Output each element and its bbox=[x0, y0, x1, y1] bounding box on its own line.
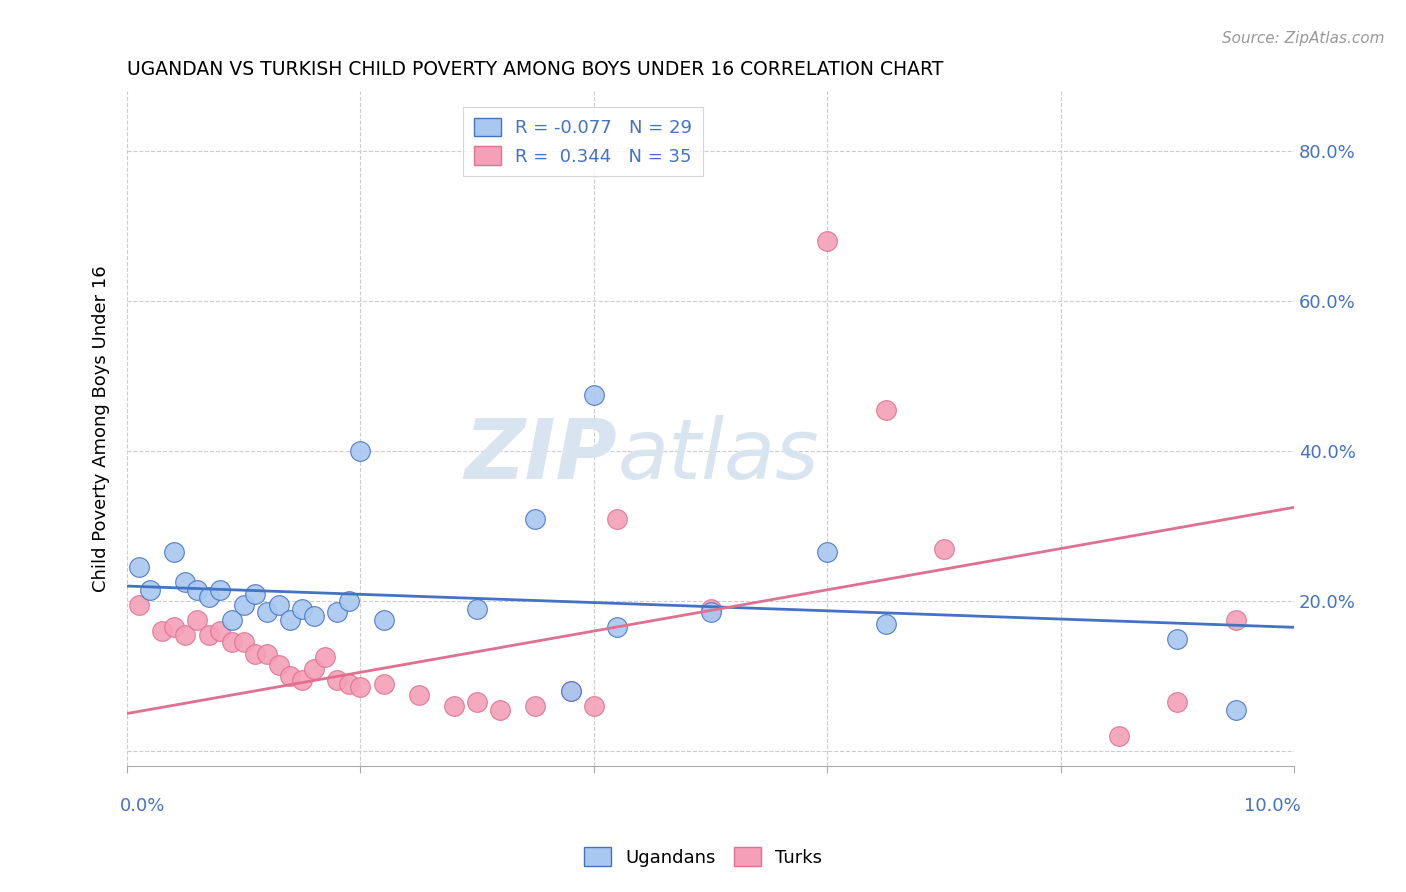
Text: 10.0%: 10.0% bbox=[1244, 797, 1301, 814]
Point bbox=[128, 598, 150, 612]
Point bbox=[280, 669, 302, 683]
Point bbox=[197, 591, 219, 605]
Point bbox=[245, 586, 267, 600]
Point bbox=[232, 598, 254, 612]
Point bbox=[221, 635, 243, 649]
Point bbox=[1108, 729, 1130, 743]
Point bbox=[465, 601, 488, 615]
Point bbox=[337, 676, 360, 690]
Point bbox=[1166, 632, 1188, 646]
Point bbox=[560, 684, 582, 698]
Point bbox=[606, 511, 628, 525]
Point bbox=[699, 605, 721, 619]
Point bbox=[699, 601, 721, 615]
Point bbox=[150, 624, 173, 638]
Legend: R = -0.077   N = 29, R =  0.344   N = 35: R = -0.077 N = 29, R = 0.344 N = 35 bbox=[463, 107, 703, 177]
Point bbox=[337, 594, 360, 608]
Point bbox=[232, 635, 254, 649]
Point bbox=[373, 613, 395, 627]
Point bbox=[174, 575, 197, 590]
Point bbox=[139, 582, 162, 597]
Text: Source: ZipAtlas.com: Source: ZipAtlas.com bbox=[1222, 31, 1385, 46]
Point bbox=[1225, 613, 1247, 627]
Point bbox=[186, 613, 208, 627]
Point bbox=[489, 703, 512, 717]
Point bbox=[932, 541, 955, 556]
Point bbox=[443, 699, 465, 714]
Point bbox=[209, 582, 232, 597]
Point bbox=[326, 605, 349, 619]
Point bbox=[524, 511, 547, 525]
Point bbox=[875, 403, 897, 417]
Point bbox=[582, 699, 605, 714]
Text: UGANDAN VS TURKISH CHILD POVERTY AMONG BOYS UNDER 16 CORRELATION CHART: UGANDAN VS TURKISH CHILD POVERTY AMONG B… bbox=[127, 60, 943, 78]
Point bbox=[560, 684, 582, 698]
Point bbox=[209, 624, 232, 638]
Point bbox=[815, 234, 838, 248]
Point bbox=[128, 560, 150, 574]
Point bbox=[349, 444, 371, 458]
Point bbox=[1166, 695, 1188, 709]
Point bbox=[465, 695, 488, 709]
Point bbox=[291, 673, 314, 687]
Point bbox=[267, 598, 290, 612]
Point bbox=[197, 628, 219, 642]
Point bbox=[174, 628, 197, 642]
Point bbox=[302, 609, 325, 624]
Point bbox=[245, 647, 267, 661]
Point bbox=[349, 680, 371, 694]
Text: ZIP: ZIP bbox=[464, 415, 617, 496]
Point bbox=[326, 673, 349, 687]
Point bbox=[875, 616, 897, 631]
Point bbox=[267, 657, 290, 672]
Point bbox=[302, 661, 325, 675]
Point bbox=[314, 650, 336, 665]
Point bbox=[1225, 703, 1247, 717]
Point bbox=[256, 605, 278, 619]
Point bbox=[291, 601, 314, 615]
Point bbox=[256, 647, 278, 661]
Point bbox=[163, 620, 186, 634]
Point bbox=[186, 582, 208, 597]
Point bbox=[408, 688, 430, 702]
Legend: Ugandans, Turks: Ugandans, Turks bbox=[576, 840, 830, 874]
Text: 0.0%: 0.0% bbox=[120, 797, 166, 814]
Text: atlas: atlas bbox=[617, 415, 818, 496]
Point bbox=[606, 620, 628, 634]
Point bbox=[524, 699, 547, 714]
Point bbox=[373, 676, 395, 690]
Point bbox=[163, 545, 186, 559]
Point bbox=[582, 388, 605, 402]
Y-axis label: Child Poverty Among Boys Under 16: Child Poverty Among Boys Under 16 bbox=[93, 265, 110, 592]
Point bbox=[280, 613, 302, 627]
Point bbox=[815, 545, 838, 559]
Point bbox=[221, 613, 243, 627]
